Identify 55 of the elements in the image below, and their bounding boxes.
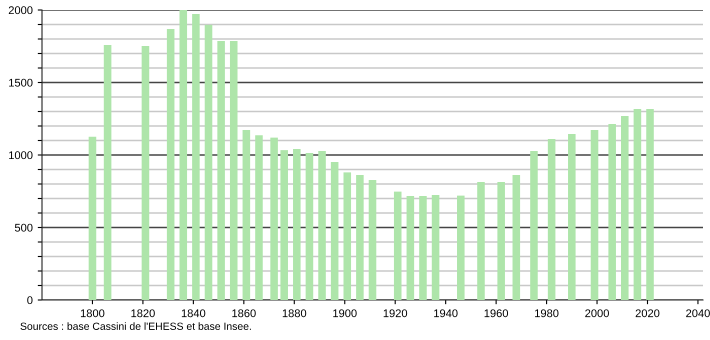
bar	[512, 175, 520, 300]
bar	[497, 182, 505, 300]
y-tick-label: 500	[14, 224, 33, 232]
bar	[270, 138, 278, 300]
bar	[88, 136, 96, 300]
bar	[548, 139, 556, 300]
bar	[180, 10, 188, 300]
bar	[406, 196, 414, 300]
x-tick-label: 1980	[535, 309, 559, 318]
x-tick-label: 2020	[636, 309, 660, 318]
bar	[142, 46, 150, 300]
x-tick-label: 2040	[686, 309, 710, 318]
bar	[368, 180, 376, 300]
bar	[477, 182, 485, 300]
bar	[343, 172, 352, 300]
x-tick-label: 1960	[484, 309, 508, 318]
bar	[318, 150, 326, 300]
bar	[621, 116, 629, 300]
x-tick-label: 1900	[333, 309, 357, 318]
source-note: Sources : base Cassini de l'EHESS et base Insee.	[20, 322, 251, 330]
bar	[166, 28, 174, 300]
x-tick-label: 1940	[434, 309, 458, 318]
bar	[530, 150, 538, 300]
bar	[104, 44, 112, 300]
x-tick-label: 1820	[131, 309, 155, 318]
bar	[394, 192, 402, 300]
x-tick-label: 1920	[384, 309, 408, 318]
y-tick-label: 2000	[8, 6, 33, 14]
y-tick-label: 1500	[9, 78, 33, 87]
bar	[306, 152, 314, 300]
bar	[608, 124, 616, 300]
x-tick-label: 1800	[80, 309, 104, 318]
y-tick-label: 1000	[9, 151, 33, 160]
bar	[457, 196, 465, 300]
bar	[217, 41, 225, 300]
x-tick-label: 1880	[282, 309, 306, 318]
bar	[646, 109, 654, 300]
bar	[280, 150, 288, 300]
bar	[356, 175, 364, 300]
bar	[204, 24, 212, 300]
bar	[293, 149, 301, 300]
bar	[242, 130, 250, 300]
x-tick-label: 1840	[182, 309, 206, 318]
bar	[419, 196, 427, 300]
bar	[192, 14, 200, 300]
x-tick-label: 1860	[232, 309, 256, 318]
bar	[634, 109, 642, 300]
bar	[255, 135, 263, 300]
bar	[432, 195, 440, 300]
bar	[330, 162, 338, 300]
x-tick-label: 2000	[585, 309, 609, 318]
y-tick-label: 0	[27, 296, 33, 304]
bar	[590, 130, 598, 300]
bar	[230, 41, 238, 300]
bar	[568, 134, 576, 300]
